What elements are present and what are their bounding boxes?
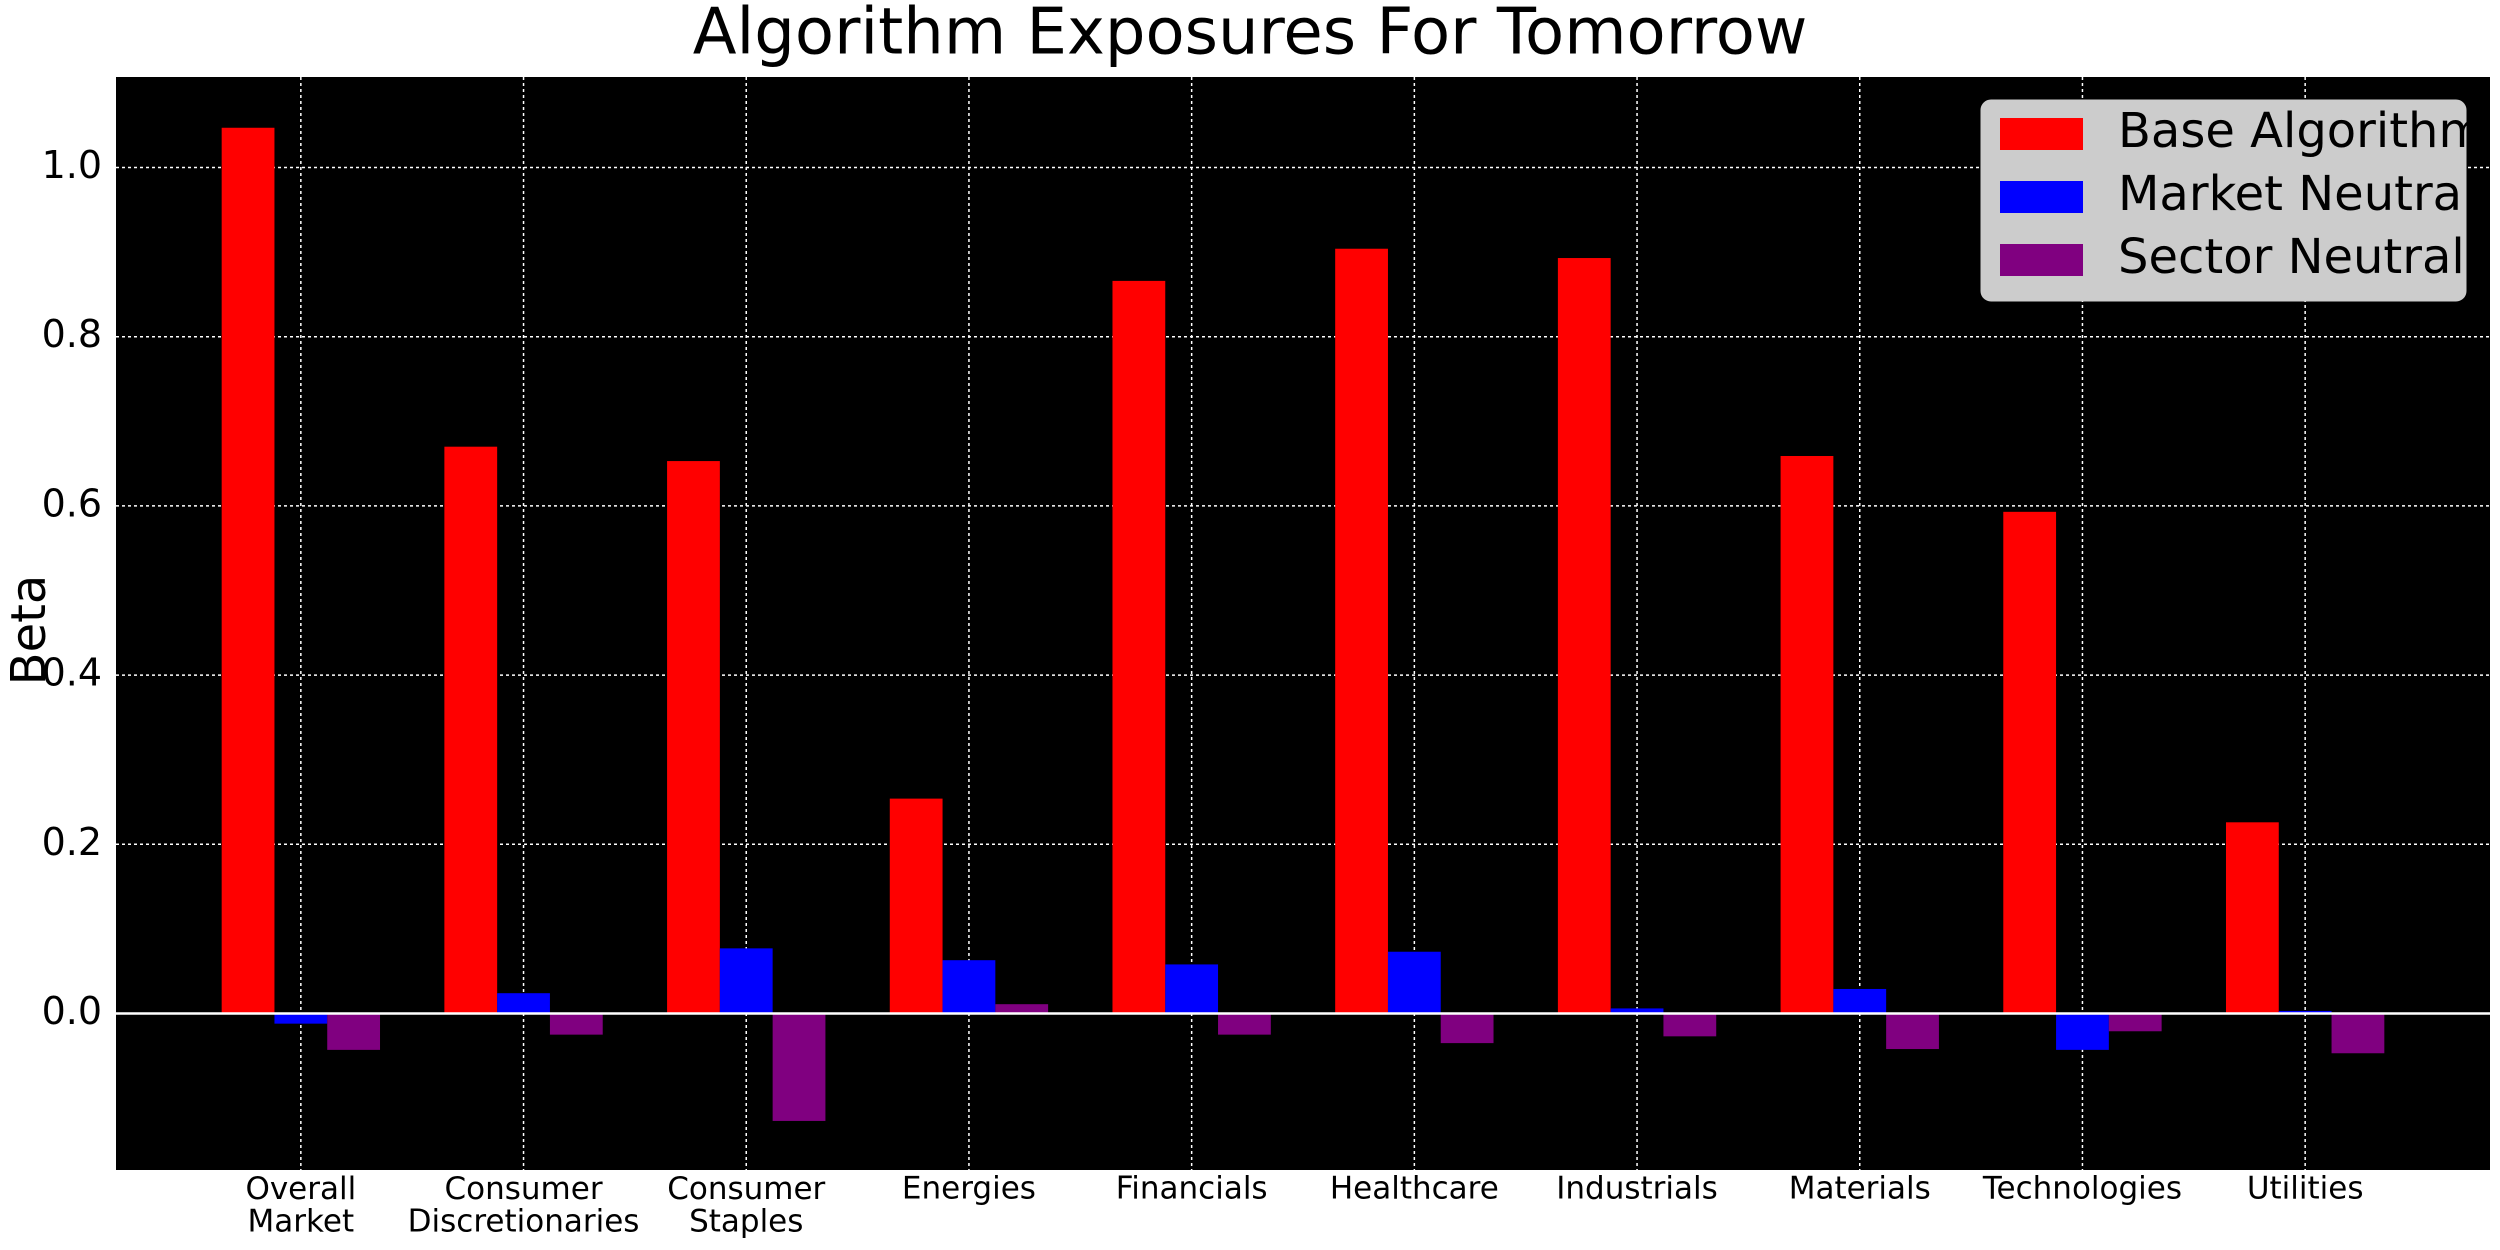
bar [1610,1008,1664,1014]
legend-label: Market Neutral [2118,166,2475,222]
bar [1112,280,1166,1014]
bar [667,461,720,1014]
bar [1663,1013,1717,1037]
bar [2225,822,2279,1014]
chart-title: Algorithm Exposures For Tomorrow [693,0,1808,70]
bar [772,1013,826,1121]
bar [1387,951,1441,1014]
bar [1833,988,1887,1014]
legend-label: Sector Neutral [2118,229,2465,285]
y-tick-label: 0.2 [42,820,102,864]
x-tick-label: Consumer Discretionaries [408,1171,640,1240]
bar [942,960,996,1014]
bar [2056,1013,2109,1050]
y-tick-label: 0.6 [42,481,102,525]
x-tick-label: Overall Market [245,1171,356,1240]
x-tick-label: Consumer Staples [667,1171,825,1240]
x-tick-label: Utilities [2247,1171,2364,1207]
y-tick-label: 0.8 [42,312,102,356]
x-tick-label: Industrials [1556,1171,1718,1207]
bar [889,798,943,1014]
bar [1440,1013,1494,1044]
bar [995,1004,1049,1014]
x-tick-label: Materials [1789,1171,1931,1207]
y-tick-label: 1.0 [42,143,102,187]
legend-swatch [2000,181,2083,213]
bar [549,1013,603,1035]
bar [221,127,275,1014]
legend-box [1980,99,2467,302]
bar [327,1013,381,1050]
bar [2108,1013,2162,1032]
bar [1335,248,1388,1014]
x-tick-label: Technologies [1982,1171,2182,1207]
bar [1165,964,1219,1014]
y-tick-label: 0.4 [42,651,102,695]
bar [274,1013,328,1024]
bar [1886,1013,1939,1050]
bar [1557,258,1611,1014]
legend-swatch [2000,118,2083,150]
bar [2003,511,2057,1014]
bar [2278,1010,2332,1014]
bar [1218,1013,1271,1035]
bar [2331,1013,2385,1054]
x-tick-label: Healthcare [1330,1171,1499,1207]
y-axis-label: Beta [1,575,57,686]
bar [1780,455,1834,1014]
x-tick-label: Financials [1116,1171,1268,1207]
y-tick-label: 0.0 [42,989,102,1033]
legend-label: Base Algorithm [2118,103,2485,159]
bar [719,948,773,1014]
legend-swatch [2000,244,2083,276]
x-tick-label: Energies [902,1171,1036,1207]
bar [497,993,550,1014]
bar [444,446,498,1014]
